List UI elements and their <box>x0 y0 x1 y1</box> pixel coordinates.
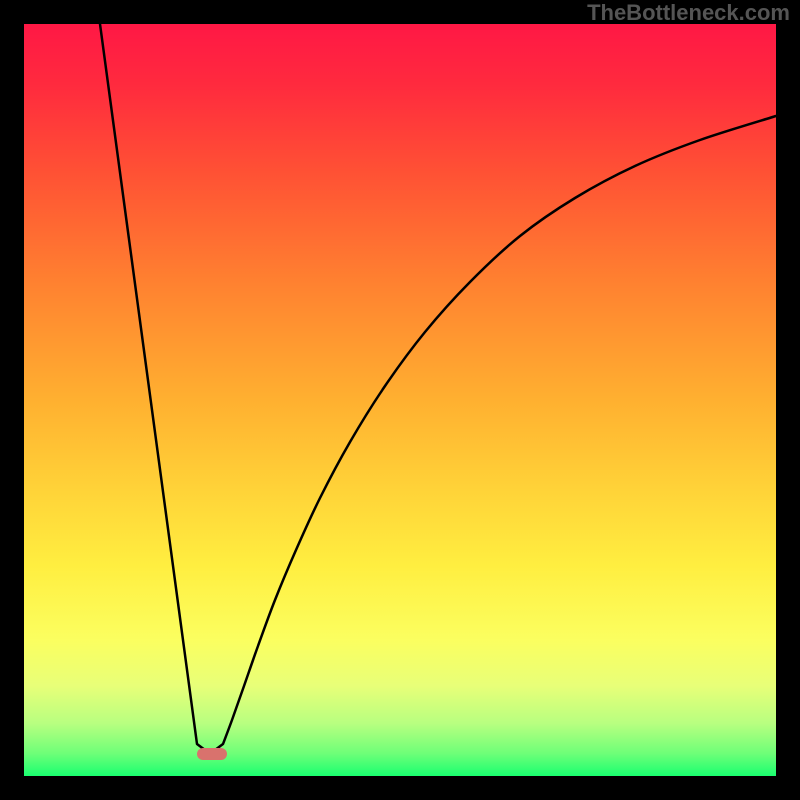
minimum-marker <box>0 0 800 800</box>
chart-container: TheBottleneck.com <box>0 0 800 800</box>
watermark-text: TheBottleneck.com <box>587 0 790 26</box>
